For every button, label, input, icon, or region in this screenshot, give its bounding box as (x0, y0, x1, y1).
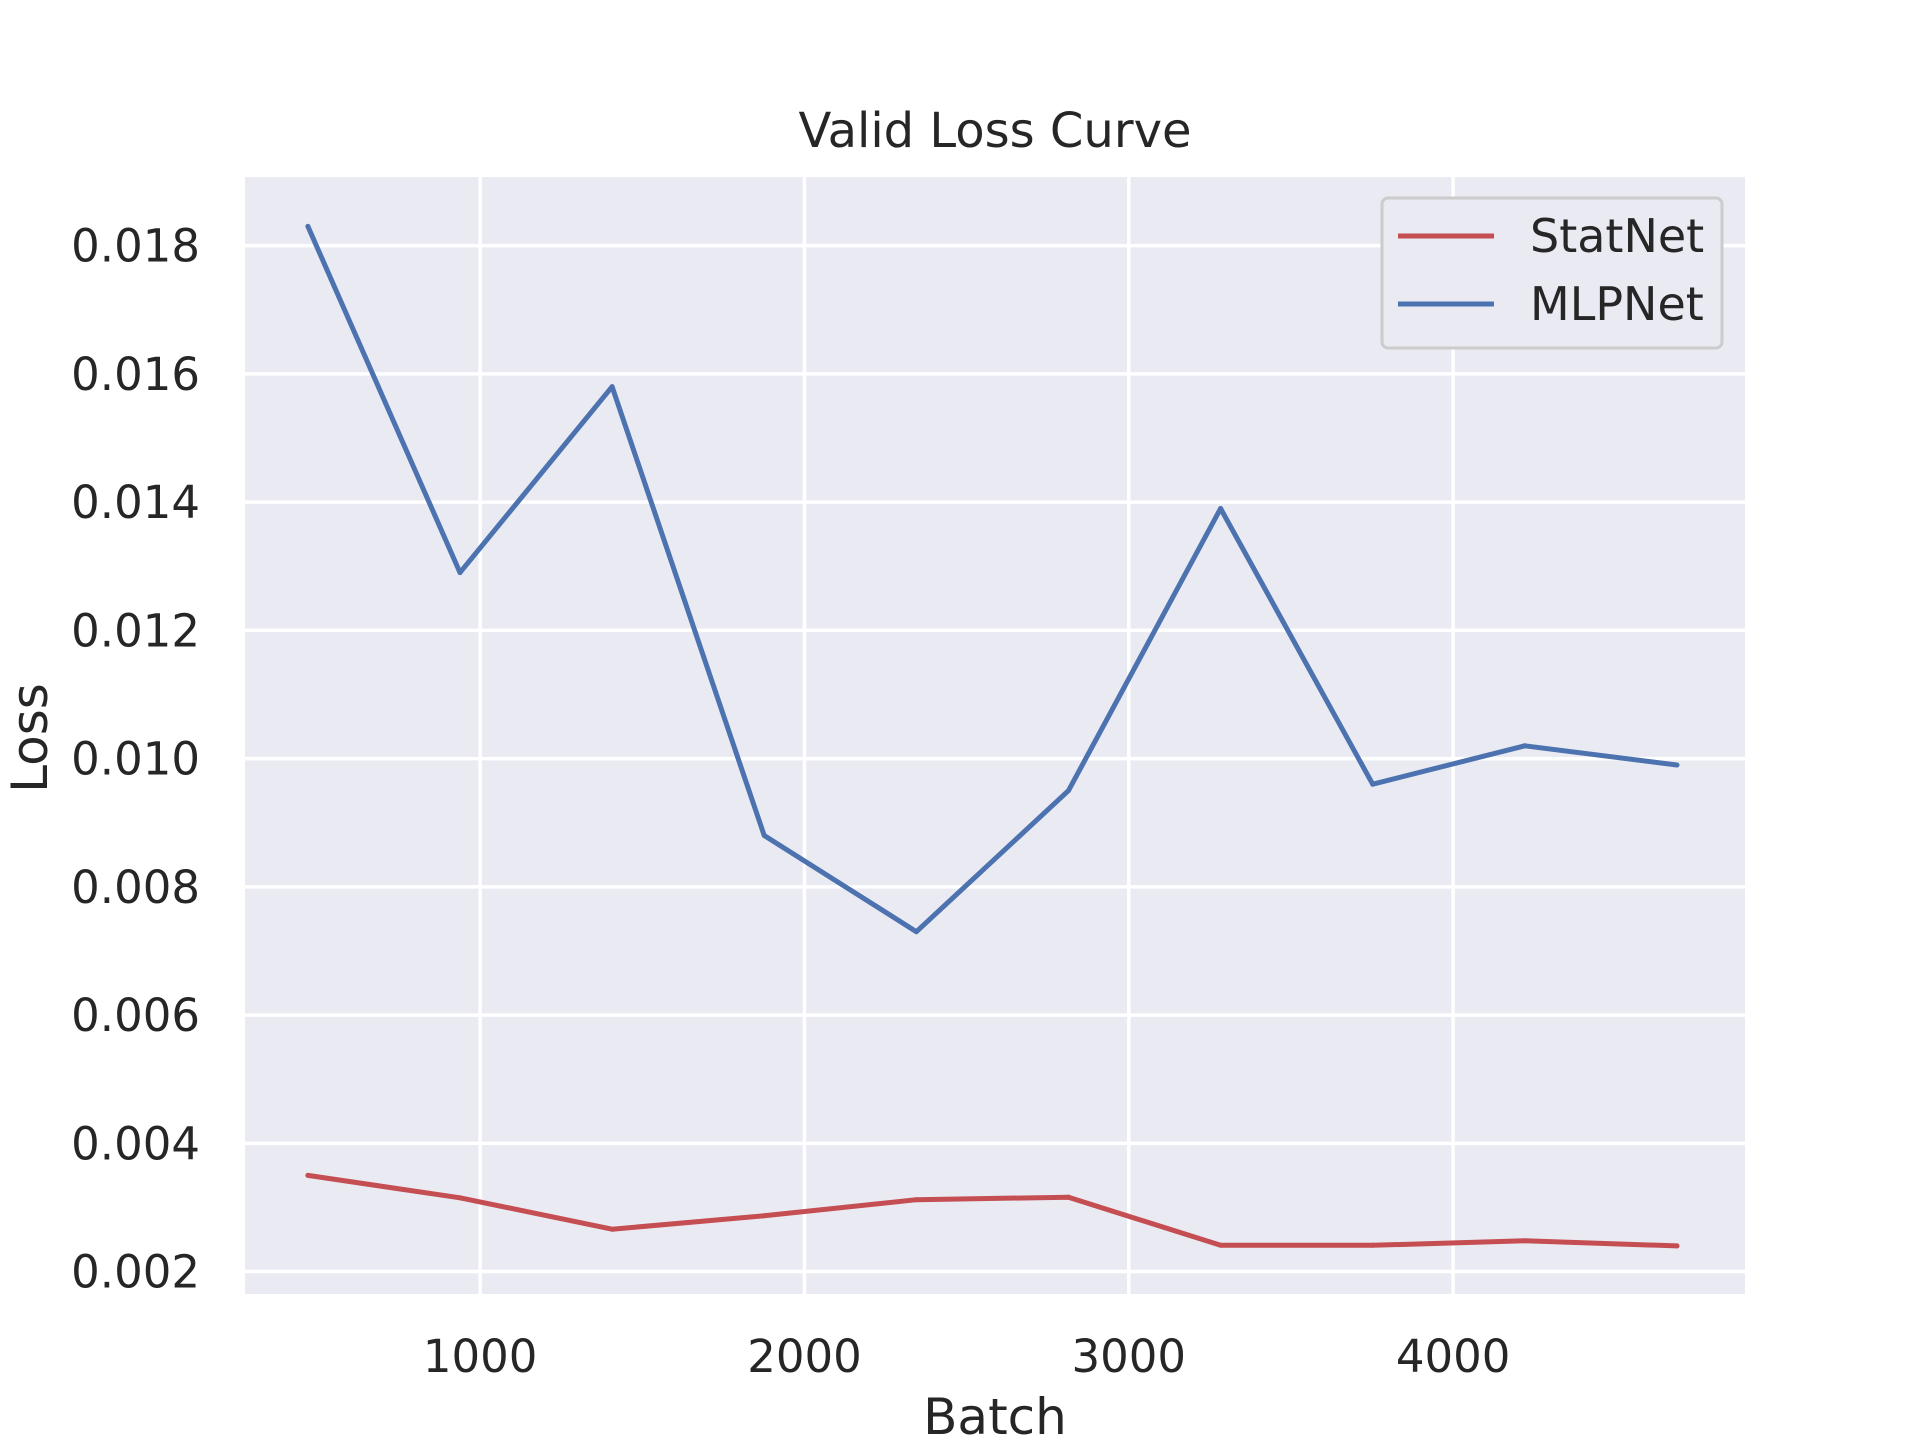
data-point-mlpnet (1522, 743, 1528, 749)
legend: StatNet MLPNet (1380, 196, 1724, 350)
legend-label-mlpnet: MLPNet (1530, 277, 1704, 331)
data-point-statnet (1065, 1194, 1071, 1200)
x-tick-label: 1000 (423, 1330, 538, 1383)
tick-labels: 1000 2000 3000 4000 0.002 0.004 0.006 0.008 0.01… (71, 220, 1510, 1383)
data-point-statnet (761, 1213, 767, 1219)
y-axis-label: Loss (1, 683, 59, 793)
data-point-mlpnet (1218, 506, 1224, 512)
data-point-mlpnet (1065, 788, 1071, 794)
legend-label-statnet: StatNet (1530, 209, 1704, 263)
series-line-statnet (305, 1172, 1680, 1249)
data-point-statnet (1218, 1242, 1224, 1248)
y-tick-label: 0.014 (71, 476, 200, 529)
series-layer (305, 223, 1680, 1249)
y-tick-label: 0.002 (71, 1246, 200, 1299)
y-tick-label: 0.006 (71, 989, 200, 1042)
y-tick-label: 0.018 (71, 220, 200, 273)
data-point-statnet (1370, 1242, 1376, 1248)
x-tick-label: 3000 (1072, 1330, 1187, 1383)
data-point-mlpnet (761, 833, 767, 839)
data-point-mlpnet (305, 223, 311, 229)
chart-title: Valid Loss Curve (798, 103, 1191, 159)
data-point-statnet (457, 1195, 463, 1201)
data-point-statnet (609, 1226, 615, 1232)
data-point-mlpnet (1674, 762, 1680, 768)
data-point-mlpnet (913, 929, 919, 935)
data-point-statnet (1674, 1243, 1680, 1249)
data-point-statnet (913, 1197, 919, 1203)
data-point-statnet (305, 1172, 311, 1178)
x-axis-label: Batch (923, 1388, 1067, 1440)
series-line-mlpnet (305, 223, 1680, 935)
x-tick-label: 4000 (1396, 1330, 1511, 1383)
data-point-mlpnet (1370, 781, 1376, 787)
data-point-mlpnet (457, 570, 463, 576)
data-point-statnet (1522, 1238, 1528, 1244)
y-tick-label: 0.016 (71, 348, 200, 401)
data-point-mlpnet (609, 384, 615, 390)
y-tick-label: 0.010 (71, 733, 200, 786)
y-tick-label: 0.004 (71, 1117, 200, 1170)
y-tick-label: 0.008 (71, 861, 200, 914)
plot-background (245, 177, 1745, 1294)
x-tick-label: 2000 (747, 1330, 862, 1383)
y-tick-label: 0.012 (71, 604, 200, 657)
grid-lines (245, 177, 1745, 1294)
